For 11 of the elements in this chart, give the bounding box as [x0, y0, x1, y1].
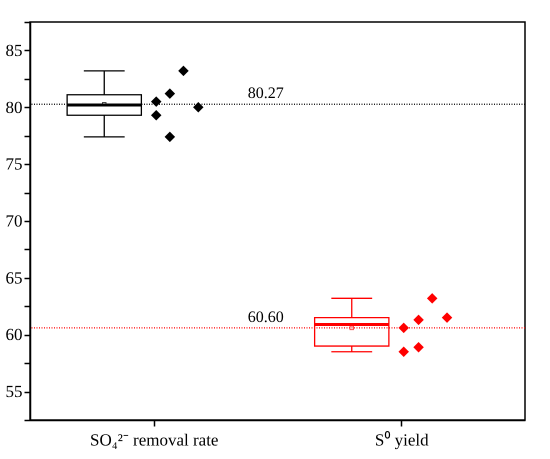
- y-tick-label: 65: [6, 268, 22, 288]
- ref-line-label: 60.60: [248, 308, 284, 326]
- x-tick-label: SO₄²⁻ removal rate: [90, 430, 218, 450]
- y-tick-label: 85: [6, 40, 22, 60]
- y-tick-label: 75: [6, 154, 22, 174]
- y-tick-label: 80: [6, 98, 22, 117]
- y-tick-label: 60: [6, 325, 22, 344]
- y-tick-label: 70: [6, 212, 22, 230]
- y-tick-label: 55: [6, 382, 22, 402]
- x-tick-label: S⁰ yield: [374, 430, 430, 450]
- ref-line-label: 80.27: [248, 85, 284, 102]
